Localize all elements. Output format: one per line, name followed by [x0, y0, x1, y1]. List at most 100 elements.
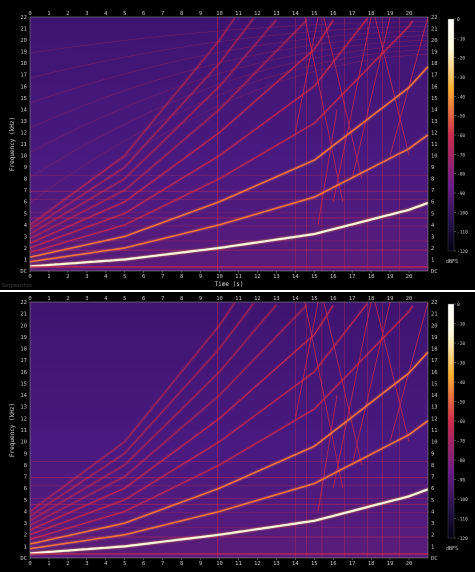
x-tick-label-top: 2 [66, 296, 69, 302]
spectrogram-panel-top: 0 0 1 1 2 2 3 3 4 4 5 5 6 6 7 7 8 8 9 9 10 10 11 11 12 12 13 13 14 14… [0, 0, 475, 290]
y-tick-label-left: 12 [20, 416, 27, 422]
x-tick-label-top: 0 [28, 296, 31, 302]
spectrogram-chart-top: 0011223344556677889910101111121213131414… [9, 11, 468, 288]
zigzag-line [351, 16, 391, 179]
y-tick-label-left: 18 [20, 347, 27, 353]
y-tick-label-right: 3 [431, 234, 434, 240]
y-tick-label-right: 4 [431, 223, 435, 229]
y-tick-label-left: 10 [20, 154, 27, 160]
x-tick-label-top: 11 [235, 11, 242, 17]
colorbar-tick-label: -90 [457, 478, 465, 484]
y-tick-label-left: 9 [24, 165, 27, 171]
y-tick-label-left: 5 [24, 498, 27, 504]
y-tick-label-left: 22 [20, 300, 27, 306]
y-tick-label-left: DC [20, 269, 27, 275]
y-tick-label-right: 18 [431, 347, 438, 353]
x-tick-label-top: 6 [142, 296, 145, 302]
y-tick-label-left: 21 [20, 27, 27, 33]
y-axis-label: Frequency (kHz) [9, 403, 16, 457]
spectrogram-panel-bottom: 0 0 1 1 2 2 3 3 4 4 5 5 6 6 7 7 8 8 9 9 10 10 11 11 12 12 13 13 14 14… [0, 292, 475, 572]
x-tick-label-bottom: 12 [254, 274, 261, 280]
x-tick-label-top: 8 [180, 11, 183, 17]
y-tick-label-right: 10 [431, 154, 438, 160]
harmonic-curve [29, 304, 277, 522]
x-tick-label-bottom: 11 [235, 561, 242, 567]
y-tick-label-left: 2 [24, 246, 27, 252]
y-tick-label-left: 16 [20, 84, 27, 90]
x-tick-label-top: 14 [292, 11, 299, 17]
x-tick-label-top: 0 [28, 11, 31, 17]
harmonic-curve [29, 303, 254, 517]
y-tick-label-left: 15 [20, 381, 27, 387]
x-tick-label-bottom: 13 [273, 561, 280, 567]
x-tick-label-bottom: 14 [292, 274, 299, 280]
x-tick-label-bottom: 14 [292, 561, 299, 567]
x-tick-label-top: 1 [47, 296, 50, 302]
y-tick-label-right: 8 [431, 463, 434, 469]
harmonic-curve [29, 488, 429, 555]
zigzag-line [317, 109, 338, 225]
colorbar-tick-label: -70 [457, 439, 465, 445]
y-tick-label-left: 4 [24, 223, 28, 229]
colorbar-tick-label: -30 [457, 361, 465, 367]
y-tick-label-right: 16 [431, 370, 438, 376]
colorbar-tick-label: -20 [457, 56, 465, 62]
x-tick-label-top: 4 [104, 296, 108, 302]
colorbar-unit: dBFS [446, 546, 458, 552]
x-tick-label-bottom: 5 [123, 274, 126, 280]
y-tick-label-right: 14 [431, 107, 438, 113]
colorbar-tick-label: -10 [457, 36, 465, 42]
x-tick-label-bottom: 8 [180, 274, 183, 280]
y-tick-label-left: 19 [20, 50, 27, 56]
alias-curve [29, 35, 429, 129]
colorbar-tick-label: -60 [457, 419, 465, 425]
colorbar-tick-label: 0 [457, 302, 460, 308]
y-tick-label-right: 22 [431, 300, 438, 306]
y-tick-label-left: 8 [24, 177, 27, 183]
harmonic-curve [29, 18, 368, 249]
colorbar-unit: dBFS [446, 259, 458, 265]
y-tick-label-right: 18 [431, 61, 438, 67]
plot-area [30, 17, 428, 271]
harmonic-curve [29, 420, 429, 550]
x-tick-label-bottom: 10 [216, 274, 223, 280]
y-tick-label-right: 1 [431, 257, 434, 263]
x-tick-label-top: 15 [311, 296, 318, 302]
y-tick-label-right: 5 [431, 211, 434, 217]
x-tick-label-bottom: 15 [311, 274, 318, 280]
y-tick-label-left: 20 [20, 323, 27, 329]
harmonic-curve [29, 302, 236, 512]
y-tick-label-left: 6 [24, 486, 27, 492]
zigzag-line [332, 16, 372, 202]
colorbar-tick-label: -100 [457, 497, 468, 503]
x-tick-label-top: 13 [273, 296, 280, 302]
x-tick-label-top: 20 [406, 11, 413, 17]
harmonic-curve [29, 134, 429, 263]
x-tick-label-bottom: 4 [104, 561, 108, 567]
harmonic-curve [29, 303, 368, 536]
x-tick-label-bottom: 3 [85, 274, 88, 280]
zigzag-line [374, 16, 410, 156]
y-tick-label-right: 2 [431, 533, 434, 539]
y-tick-label-left: 18 [20, 61, 27, 67]
y-tick-label-left: 17 [20, 73, 27, 79]
x-tick-label-bottom: 15 [311, 561, 318, 567]
x-tick-label-bottom: 2 [66, 274, 69, 280]
y-tick-label-right: 14 [431, 393, 438, 399]
x-tick-label-top: 2 [66, 11, 69, 17]
y-tick-label-left: 6 [24, 200, 27, 206]
y-tick-label-left: 3 [24, 234, 27, 240]
harmonic-curve [29, 19, 308, 240]
harmonic-curve [29, 304, 308, 526]
x-tick-label-top: 15 [311, 11, 318, 17]
colorbar-tick-label: -80 [457, 458, 465, 464]
zigzag-line [374, 301, 410, 442]
y-tick-label-right: 11 [431, 428, 438, 434]
y-tick-label-left: 11 [20, 428, 27, 434]
y-tick-label-right: 22 [431, 15, 438, 21]
x-tick-label-top: 3 [85, 11, 88, 17]
y-tick-label-right: 7 [431, 475, 434, 481]
alias-curve [29, 26, 429, 79]
y-tick-label-left: 16 [20, 370, 27, 376]
y-tick-label-right: 13 [431, 405, 438, 411]
